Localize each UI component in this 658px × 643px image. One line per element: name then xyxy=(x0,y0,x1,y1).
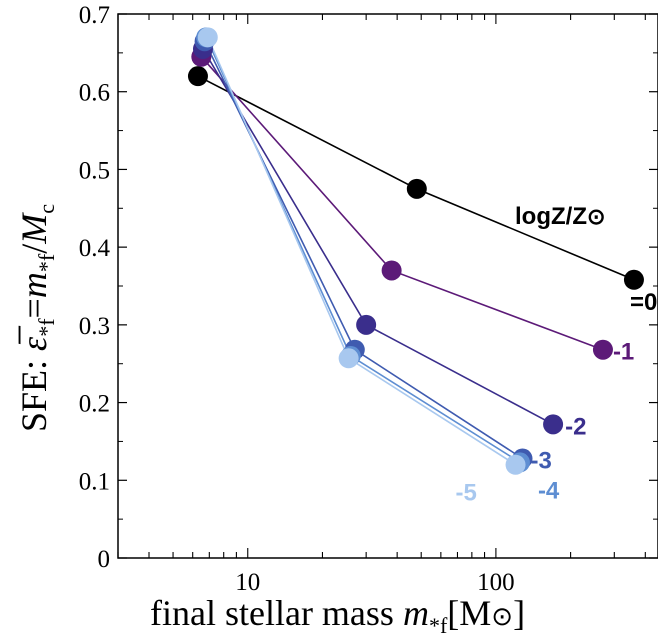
y-tick-label: 0.4 xyxy=(79,235,111,262)
series-label: -3 xyxy=(531,448,552,475)
data-point xyxy=(406,178,427,199)
series-label: -1 xyxy=(613,339,634,366)
series-label: =0 xyxy=(630,289,657,316)
y-tick-label: 0.2 xyxy=(79,391,110,418)
series-labels: =0 -1 -2 -3-4 -5 xyxy=(456,289,658,507)
data-point xyxy=(338,348,359,369)
series-line xyxy=(207,36,517,466)
series-label: -4 xyxy=(538,477,560,504)
axis-ticks xyxy=(117,13,658,559)
y-tick-label: 0.1 xyxy=(79,468,110,495)
series-line xyxy=(197,75,635,281)
y-tick-label: 0.7 xyxy=(79,2,110,29)
series-lines xyxy=(197,36,635,466)
data-point xyxy=(381,260,402,281)
series-label-title: logZ/Z⊙ xyxy=(515,203,605,230)
y-tick-label: 0.5 xyxy=(79,157,110,184)
data-point xyxy=(356,314,377,335)
y-tick-label: 0.6 xyxy=(79,80,110,107)
data-point xyxy=(197,27,218,48)
series-points xyxy=(187,27,644,475)
axis-tick-labels: 0 0.1 0.2 0.3 0.4 0.5 0.6 0.7 10 100 xyxy=(79,2,515,596)
data-point xyxy=(187,66,208,87)
series-label: -2 xyxy=(565,413,586,440)
x-tick-label: 10 xyxy=(235,569,260,596)
y-tick-label: 0.3 xyxy=(79,313,110,340)
data-point xyxy=(623,269,644,290)
x-axis-title: final stellar mass m*f[M⊙] xyxy=(150,593,525,638)
x-tick-label: 100 xyxy=(477,569,515,596)
data-point xyxy=(543,414,564,435)
series-line xyxy=(205,36,521,464)
data-point xyxy=(592,339,613,360)
y-axis-title: SFE: ε̅*f=m*f/Mc xyxy=(14,204,59,432)
data-point xyxy=(505,454,526,475)
plot-frame xyxy=(117,13,658,559)
y-tick-label: 0 xyxy=(98,546,111,573)
series-label: -5 xyxy=(456,480,477,507)
